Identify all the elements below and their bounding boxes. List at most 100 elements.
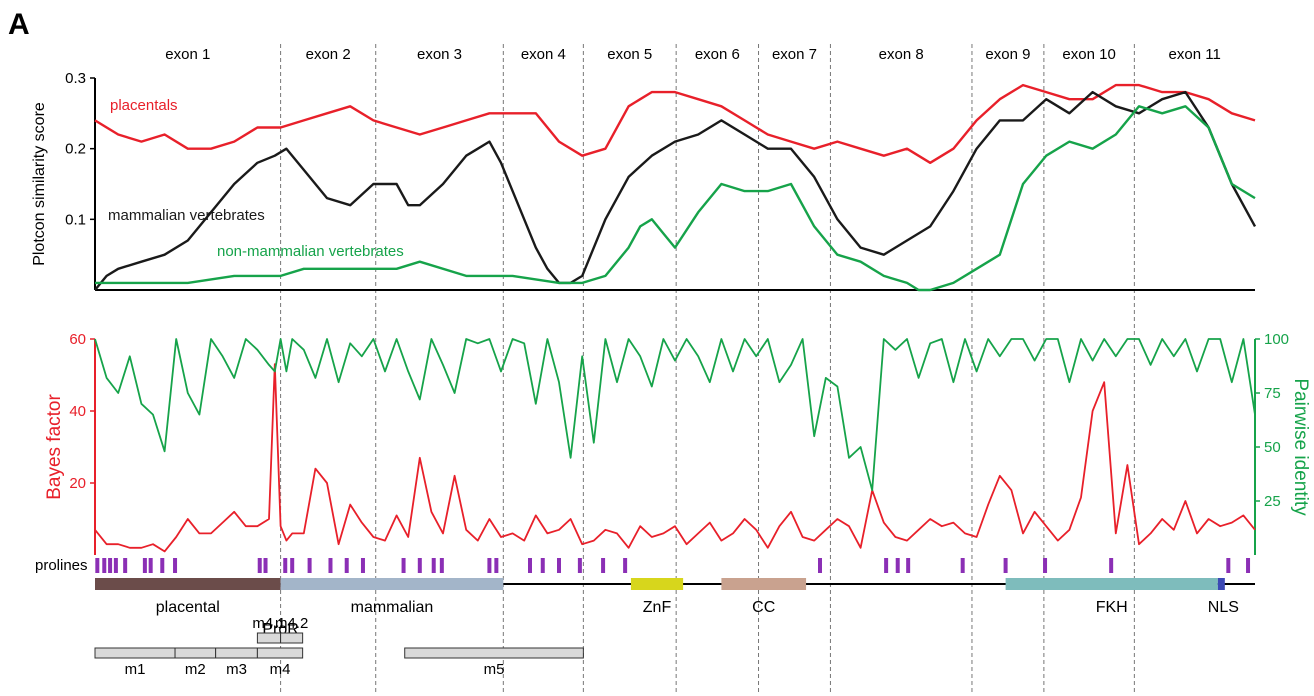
proline-mark — [601, 558, 606, 573]
motif-box — [280, 632, 304, 644]
proline-mark — [257, 558, 262, 573]
domain-label: ZnF — [643, 599, 672, 616]
proline-mark — [401, 558, 406, 573]
right-y-tick-label: 50 — [1264, 439, 1281, 456]
exon-label: exon 4 — [521, 46, 566, 63]
domain-box — [721, 578, 807, 590]
proline-mark — [173, 558, 178, 573]
right-y-tick-label: 25 — [1264, 493, 1281, 510]
exon-label: exon 8 — [879, 46, 924, 63]
y-tick-label: 0.3 — [65, 70, 86, 87]
left-y-axis-label: Bayes factor — [44, 394, 65, 500]
exon-boundaries: exon 1 exon 2 exon 3 exon 4 exon 5 exon 6 exon… — [165, 44, 1221, 694]
series-line — [94, 83, 1256, 164]
left-y-tick-label: 60 — [69, 331, 86, 348]
motif-label: m4.1 — [252, 615, 285, 632]
proline-mark — [1109, 558, 1114, 573]
motif-label: m1 — [125, 661, 146, 678]
prolines-label: prolines — [35, 557, 88, 574]
proline-mark — [148, 558, 153, 573]
proline-mark — [1226, 558, 1231, 573]
motif-label: m3 — [226, 661, 247, 678]
domain-label: mammalian — [351, 599, 434, 616]
right-y-tick-label: 100 — [1264, 331, 1289, 348]
exon-label: exon 7 — [772, 46, 817, 63]
proline-mark — [123, 558, 128, 573]
right-y-axis-label: Pairwise identity — [1290, 378, 1311, 516]
series-label: placentals — [110, 97, 178, 114]
exon-label: exon 11 — [1169, 46, 1221, 63]
plotcon-chart: 0.1 0.2 0.3 Plotcon similarity score placent… — [31, 70, 1257, 292]
proline-mark — [623, 558, 628, 573]
exon-label: exon 9 — [985, 46, 1030, 63]
proline-mark — [1246, 558, 1251, 573]
proline-track: prolines — [35, 557, 1251, 574]
domain-box — [630, 578, 684, 590]
proline-mark — [528, 558, 532, 573]
domain-label: placental — [156, 599, 220, 616]
series-line — [94, 90, 1257, 291]
series-line — [95, 105, 1256, 292]
exon-label: exon 3 — [417, 46, 462, 63]
proline-mark — [906, 558, 911, 573]
domain-label: FKH — [1096, 599, 1128, 616]
domain-label: CC — [752, 599, 775, 616]
proline-mark — [417, 558, 422, 573]
exon-label: exon 1 — [165, 46, 210, 63]
left-y-tick-label: 20 — [69, 475, 86, 492]
proline-mark — [290, 558, 295, 573]
right-y-tick-label: 75 — [1264, 385, 1281, 402]
proline-mark — [283, 558, 288, 573]
proline-mark — [328, 558, 333, 573]
motif-box — [215, 647, 258, 659]
proline-mark — [142, 558, 147, 573]
proline-mark — [360, 558, 365, 573]
motif-track: m1 m2 m3 m4 m4.1m4.2 m5 — [94, 615, 584, 678]
motif-box — [174, 647, 217, 659]
proline-mark — [344, 558, 349, 573]
proline-mark — [557, 558, 561, 573]
y-axis-label: Plotcon similarity score — [31, 102, 48, 266]
motif-box — [256, 632, 282, 644]
panel-label: A — [8, 8, 30, 41]
motif-box — [256, 647, 304, 659]
proline-mark — [307, 558, 312, 573]
proline-mark — [577, 558, 582, 573]
domain-box — [280, 578, 504, 590]
exon-label: exon 2 — [306, 46, 351, 63]
proline-mark — [895, 558, 900, 573]
proline-mark — [113, 558, 118, 573]
domain-box — [1217, 578, 1225, 590]
exon-label: exon 5 — [607, 46, 652, 63]
exon-label: exon 6 — [695, 46, 740, 63]
proline-mark — [102, 558, 107, 573]
motif-box — [404, 647, 584, 659]
motif-label: m4.2 — [275, 615, 308, 632]
proline-mark — [160, 558, 165, 573]
motif-box — [94, 647, 176, 659]
motif-label: m5 — [484, 661, 505, 678]
domain-box — [1005, 578, 1218, 590]
proline-mark — [108, 558, 113, 573]
bayes-identity-chart: 20 40 60 25 50 75 100 Bayes factor Pairwise iden… — [44, 331, 1311, 555]
proline-mark — [431, 558, 436, 573]
exon-label: exon 10 — [1062, 46, 1115, 63]
proline-mark — [1003, 558, 1008, 573]
proline-mark — [540, 558, 545, 573]
proline-mark — [494, 558, 499, 573]
series-line — [94, 338, 1256, 492]
motif-label: m4 — [270, 661, 291, 678]
series-label: mammalian vertebrates — [108, 207, 265, 224]
left-y-tick-label: 40 — [69, 403, 86, 420]
domain-label: NLS — [1208, 599, 1239, 616]
series-label: non-mammalian vertebrates — [217, 243, 404, 260]
y-tick-label: 0.2 — [65, 141, 86, 158]
motif-label: m2 — [185, 661, 206, 678]
proline-mark — [439, 558, 444, 573]
proline-mark — [884, 558, 889, 573]
proline-mark — [487, 558, 492, 573]
series-line — [94, 363, 1256, 553]
proline-mark — [95, 558, 100, 573]
proline-mark — [263, 558, 268, 573]
